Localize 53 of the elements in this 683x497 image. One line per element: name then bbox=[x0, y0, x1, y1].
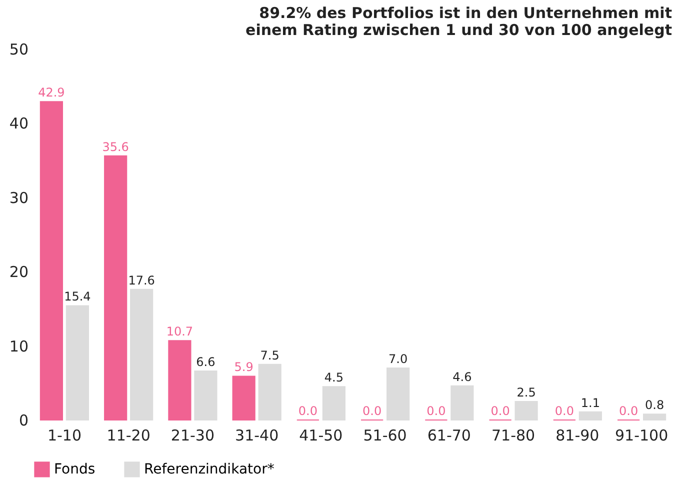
data-label: 0.0 bbox=[298, 404, 318, 418]
data-label: 0.0 bbox=[426, 404, 446, 418]
data-label: 10.7 bbox=[166, 324, 194, 339]
y-tick-label: 0 bbox=[18, 412, 28, 430]
y-tick-label: 50 bbox=[9, 40, 28, 58]
data-label: 42.9 bbox=[38, 86, 65, 100]
legend-label: Fonds bbox=[54, 461, 96, 478]
data-label: 6.6 bbox=[196, 355, 216, 370]
data-label: 0.0 bbox=[490, 404, 510, 418]
data-label: 7.5 bbox=[260, 348, 280, 362]
data-label: 0.8 bbox=[644, 398, 664, 412]
data-label: 4.5 bbox=[324, 370, 344, 385]
data-label: 15.4 bbox=[64, 290, 91, 304]
bar bbox=[104, 155, 128, 420]
x-tick-label: 41-50 bbox=[299, 426, 343, 444]
y-tick-label: 30 bbox=[9, 188, 28, 207]
x-tick-label: 91-100 bbox=[614, 426, 668, 444]
x-tick-label: 81-90 bbox=[556, 426, 600, 444]
x-tick-label: 71-80 bbox=[492, 426, 536, 444]
x-tick-label: 11-20 bbox=[106, 426, 150, 444]
bar bbox=[322, 386, 346, 420]
data-label: 17.6 bbox=[128, 273, 155, 288]
bar bbox=[386, 368, 410, 420]
bar bbox=[168, 340, 192, 420]
bar bbox=[232, 376, 256, 420]
y-tick-label: 10 bbox=[9, 337, 28, 356]
bar bbox=[66, 305, 90, 420]
bar bbox=[40, 101, 64, 420]
x-tick-label: 61-70 bbox=[427, 426, 471, 444]
legend-label: Referenzindikator* bbox=[144, 461, 274, 478]
data-label: 5.9 bbox=[234, 360, 254, 374]
bar bbox=[642, 414, 666, 420]
y-tick-label: 20 bbox=[9, 263, 28, 282]
x-tick-label: 31-40 bbox=[235, 426, 279, 444]
bar bbox=[450, 385, 474, 420]
data-label: 1.1 bbox=[580, 396, 600, 410]
data-label: 0.0 bbox=[554, 404, 574, 418]
bar bbox=[130, 288, 154, 420]
x-tick-label: 21-30 bbox=[170, 426, 214, 444]
data-label: 0.0 bbox=[619, 404, 638, 418]
chart-title: 89.2% des Portfolios ist in den Unternehmen mit einem Rating zwischen 1 und 30 von 100 angelegt bbox=[246, 4, 672, 39]
data-label: 35.6 bbox=[102, 140, 129, 154]
bar bbox=[258, 364, 282, 420]
bar bbox=[578, 411, 602, 420]
y-tick-label: 40 bbox=[9, 114, 28, 133]
data-label: 2.5 bbox=[516, 385, 536, 400]
x-tick-label: 1-10 bbox=[47, 426, 82, 444]
x-tick-label: 51-60 bbox=[363, 426, 407, 444]
bar bbox=[514, 400, 538, 420]
data-label: 0.0 bbox=[362, 404, 382, 418]
bar bbox=[194, 370, 218, 420]
data-label: 7.0 bbox=[388, 352, 408, 366]
data-label: 4.6 bbox=[452, 370, 472, 384]
